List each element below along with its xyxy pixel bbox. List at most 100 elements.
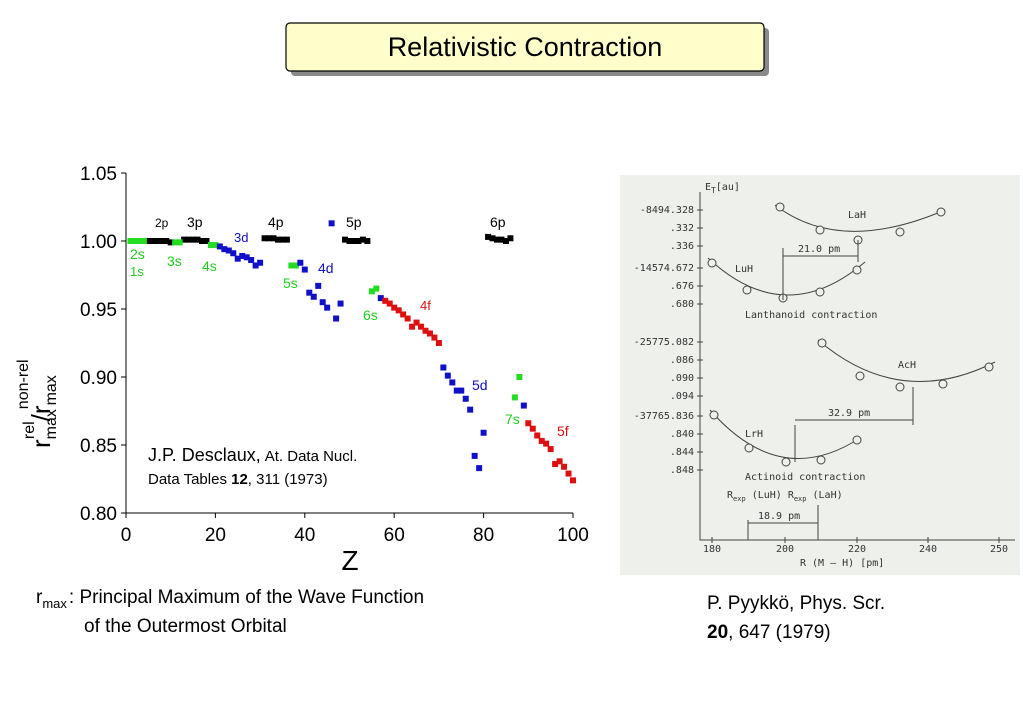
x-tick-label: 80: [473, 525, 494, 546]
figure-background: [620, 175, 1020, 575]
point: [444, 372, 451, 379]
point: [131, 238, 138, 244]
annotation: 2p: [155, 216, 169, 230]
fig-y-tick-label: .676: [670, 281, 694, 292]
fig-y-tick-label: -25775.082: [634, 337, 694, 348]
rexp-label: Rexp (LuH) Rexp (LaH): [727, 490, 843, 503]
annotation: 4p: [268, 214, 284, 230]
source-line-2: Data Tables 12, 311 (1973): [148, 471, 328, 488]
point: [373, 285, 380, 292]
fig-y-tick-label: .680: [670, 299, 694, 310]
point: [346, 238, 353, 244]
fig-y-tick-label: -37765.836: [634, 411, 694, 422]
point: [507, 235, 514, 242]
point: [163, 238, 170, 244]
point: [418, 323, 425, 330]
point: [140, 238, 147, 244]
point: [315, 282, 322, 289]
curve: [817, 339, 996, 383]
point: [498, 236, 505, 243]
point: [368, 288, 375, 295]
y-tick-label: 1.00: [80, 232, 117, 253]
point: [288, 262, 295, 269]
curve-point: [709, 410, 719, 420]
point: [391, 304, 398, 311]
point: [283, 236, 290, 243]
fig-y-tick-label: .840: [670, 429, 694, 440]
point: [207, 242, 214, 249]
curve-point: [815, 287, 825, 297]
curve-point: [852, 265, 862, 275]
point: [547, 446, 554, 453]
curve-point: [936, 207, 946, 217]
fig-x-label: R (M – H) [pm]: [800, 558, 884, 569]
point: [458, 387, 465, 394]
annotation: 5f: [557, 423, 569, 439]
fig-x-tick-label: 200: [776, 544, 794, 555]
fig-y-tick-label: -8494.328: [640, 205, 694, 216]
point: [337, 300, 344, 307]
point: [422, 327, 429, 334]
curve-label: LuH: [735, 264, 753, 275]
dimension-lines: [747, 240, 914, 540]
point: [467, 406, 474, 413]
point: [252, 262, 259, 269]
point: [274, 236, 281, 243]
point: [158, 238, 165, 244]
point: [234, 255, 241, 262]
point: [301, 266, 308, 273]
point: [176, 239, 183, 246]
curve-point: [895, 382, 905, 392]
x-tick-label: 20: [205, 525, 226, 546]
point: [145, 238, 152, 244]
point: [257, 259, 264, 266]
curve-point: [852, 435, 862, 445]
curve-point: [817, 338, 827, 348]
point: [520, 402, 527, 409]
distance-label: 21.0 pm: [798, 244, 840, 255]
x-tick-label: 100: [557, 525, 589, 546]
point: [494, 236, 501, 243]
point: [185, 236, 192, 243]
curve-point: [744, 443, 754, 453]
fig-y-tick-label: .090: [670, 373, 694, 384]
point: [565, 470, 572, 477]
point: [342, 236, 349, 243]
point: [462, 395, 469, 402]
point: [355, 238, 362, 244]
fig-x-tick-label: 220: [848, 544, 866, 555]
curve-point: [781, 457, 791, 467]
figure-caption: Lanthanoid contraction: [745, 310, 877, 321]
point: [333, 315, 340, 322]
point: [426, 330, 433, 337]
fig-x-ticks: 180 200 220 240 250: [703, 537, 1008, 555]
point: [270, 235, 277, 242]
x-axis-label: Z: [341, 545, 358, 576]
point: [266, 235, 273, 242]
chart: 0.80 0.85 0.90 0.95 1.00 1.05 0 20 40 60 80 100 2p 3p…: [80, 164, 589, 546]
point: [400, 311, 407, 318]
point: [225, 247, 232, 254]
y-tick-label: 1.05: [80, 164, 117, 185]
point: [413, 319, 420, 326]
figure-caption: Actinoid contraction: [745, 472, 865, 483]
distance-label: 32.9 pm: [828, 408, 870, 419]
point: [364, 238, 371, 244]
point: [279, 236, 286, 243]
footnote-line-2: of the Outermost Orbital: [84, 616, 287, 637]
y-tick-label: 0.95: [80, 300, 117, 321]
curve-point: [742, 285, 752, 295]
fig-y-tick-label: .848: [670, 465, 694, 476]
annotation: 3p: [187, 214, 203, 230]
credit-line-2: 20, 647 (1979): [707, 622, 831, 643]
point: [319, 299, 326, 306]
point: [203, 238, 210, 244]
point: [382, 297, 389, 304]
point: [230, 250, 237, 257]
annotation: 6p: [490, 214, 506, 230]
point: [485, 233, 492, 240]
point: [198, 238, 205, 244]
point: [386, 300, 393, 307]
point: [324, 304, 331, 311]
annotation: 4f: [420, 298, 431, 313]
